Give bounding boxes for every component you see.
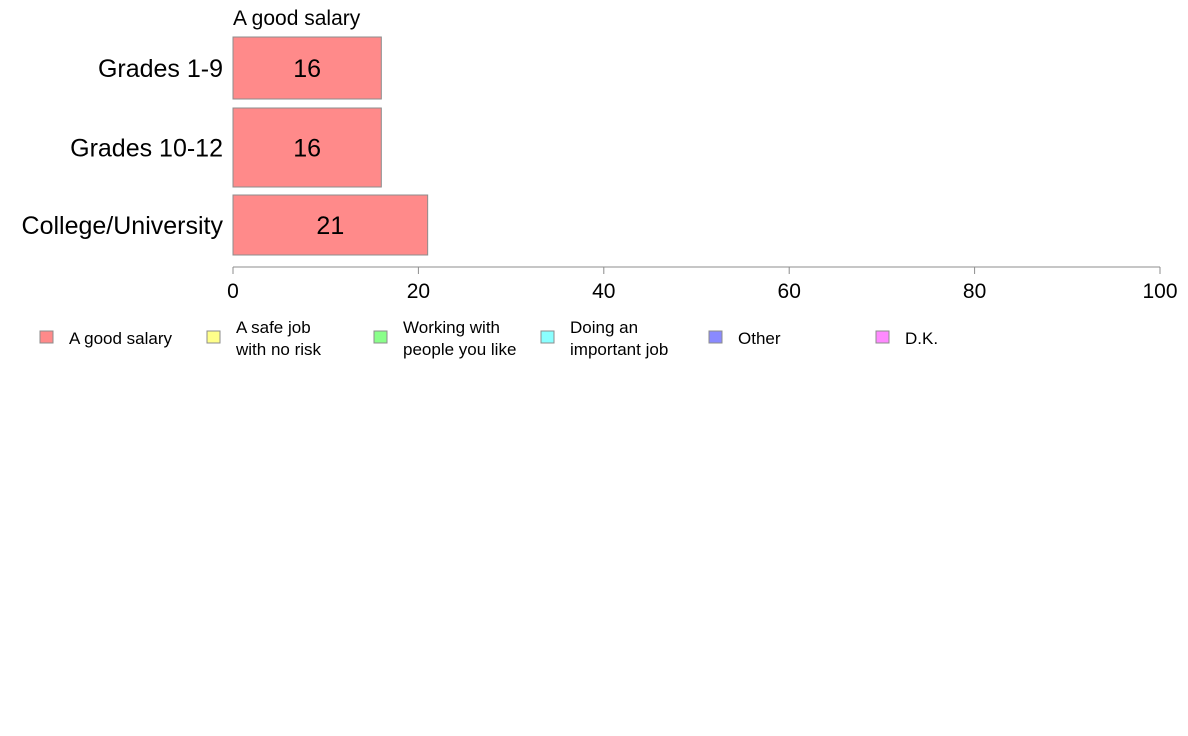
x-tick-label: 20 bbox=[407, 280, 430, 303]
legend-label: A good salary bbox=[69, 329, 173, 348]
legend-swatch bbox=[875, 330, 890, 344]
x-tick-label: 60 bbox=[778, 280, 801, 303]
bar bbox=[232, 107, 382, 188]
legend-label: A safe job bbox=[236, 318, 311, 337]
legend-label: Other bbox=[738, 329, 781, 348]
legend-swatch bbox=[540, 330, 555, 344]
bar-value-label: 16 bbox=[293, 55, 321, 83]
bar-value-label: 21 bbox=[316, 212, 344, 240]
legend-label: with no risk bbox=[235, 340, 322, 359]
x-tick-label: 80 bbox=[963, 280, 986, 303]
legend-label: Working with bbox=[403, 318, 500, 337]
category-label: Grades 1-9 bbox=[98, 55, 223, 83]
legend-swatch bbox=[206, 330, 221, 344]
legend-swatch bbox=[708, 330, 723, 344]
category-label: Grades 10-12 bbox=[70, 135, 223, 163]
category-label: College/University bbox=[22, 212, 224, 240]
x-axis: 0 20 40 60 80 100 bbox=[227, 266, 1178, 303]
legend-swatch bbox=[373, 330, 388, 344]
bars-layer: Grades 1-9 16 Grades 10-12 16 College/Univer… bbox=[22, 36, 429, 256]
legend-label: D.K. bbox=[905, 329, 938, 348]
bar-value-label: 16 bbox=[293, 135, 321, 163]
x-tick-label: 0 bbox=[227, 280, 239, 303]
legend: A good salary A safe job with no risk Worki… bbox=[39, 318, 938, 359]
bar bbox=[232, 194, 429, 256]
legend-label: important job bbox=[570, 340, 668, 359]
chart-title: A good salary bbox=[233, 7, 361, 30]
x-tick-label: 40 bbox=[592, 280, 615, 303]
legend-swatch bbox=[39, 330, 54, 344]
legend-label: people you like bbox=[403, 340, 516, 359]
x-tick-label: 100 bbox=[1142, 280, 1177, 303]
bar bbox=[232, 36, 382, 100]
legend-label: Doing an bbox=[570, 318, 638, 337]
